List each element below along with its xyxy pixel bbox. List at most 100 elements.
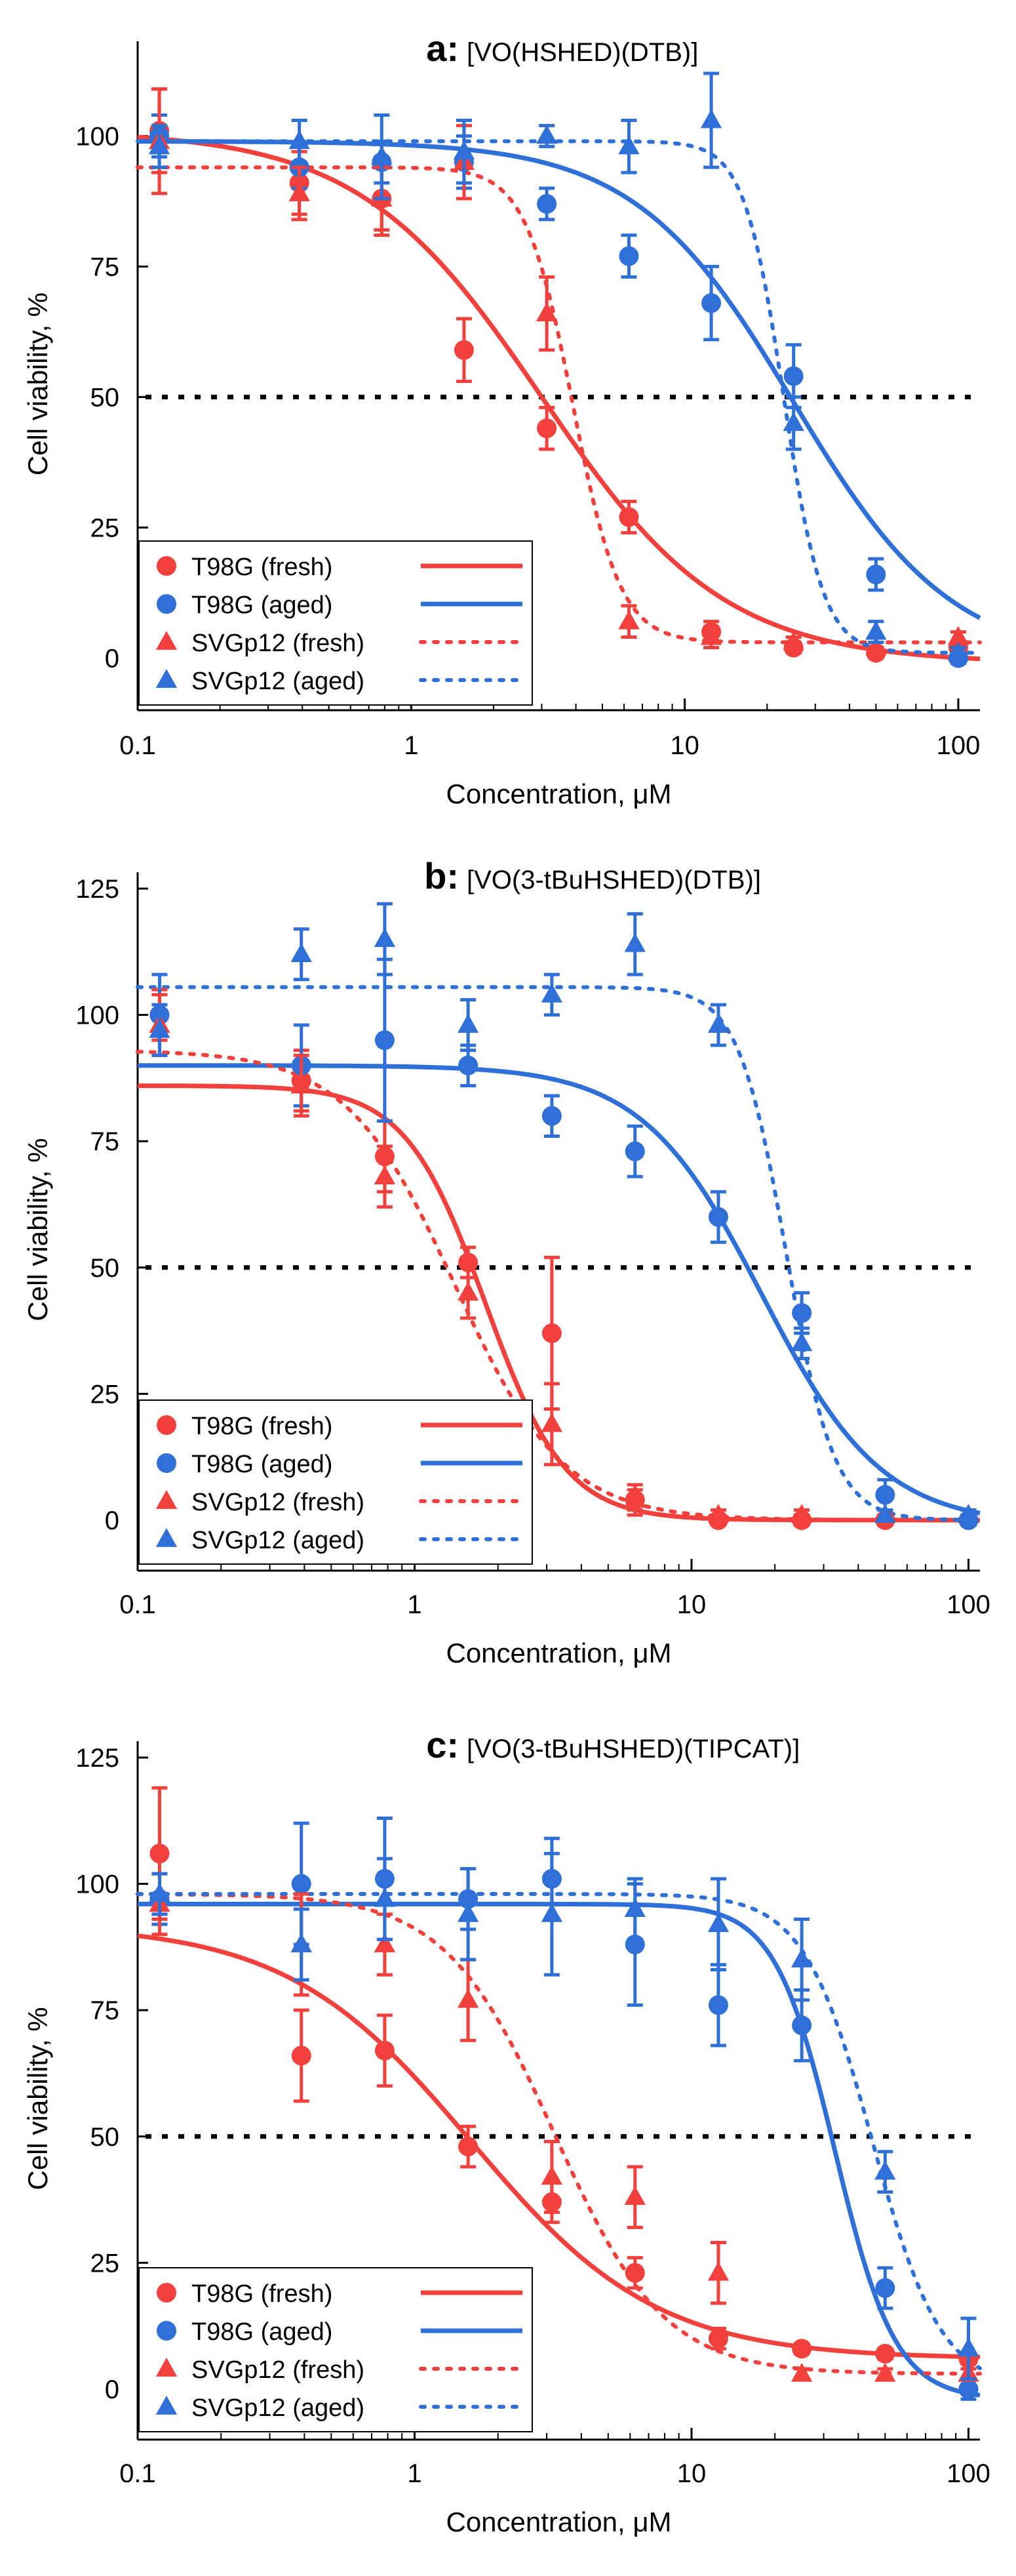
x-tick-label: 100	[937, 731, 981, 760]
legend-marker-circle	[157, 1453, 176, 1473]
data-point-triangle	[536, 125, 558, 144]
data-point-triangle	[536, 302, 558, 321]
fit-curve	[138, 1063, 981, 1516]
data-point-triangle	[453, 140, 475, 160]
y-tick-label: 75	[90, 1996, 120, 2025]
y-tick-label: 100	[75, 1870, 119, 1899]
data-point-triangle	[865, 636, 887, 656]
y-tick-label: 50	[90, 1254, 120, 1283]
fit-curve	[138, 1901, 981, 2398]
data-point-triangle	[700, 109, 722, 129]
tick-layer: 0 25 50 75 100 125 0.1 1 10 100	[75, 872, 990, 1619]
chart-panel-c: c: [VO(3-tBuHSHED)(TIPCAT)] Concentratio…	[22, 1724, 990, 2537]
legend-label: SVGp12 (aged)	[191, 668, 364, 695]
data-point-triangle	[624, 2186, 646, 2205]
data-point-circle	[374, 2040, 395, 2061]
chart-title: [VO(HSHED)(DTB)]	[467, 38, 698, 67]
y-tick-label: 125	[75, 1744, 119, 1773]
data-point-circle	[708, 2328, 728, 2348]
data-point-triangle	[290, 943, 312, 963]
data-point-triangle	[618, 135, 640, 155]
y-tick-label: 50	[90, 2123, 120, 2152]
legend-box	[138, 1399, 533, 1565]
legend-box	[138, 2267, 533, 2432]
legend-marker-triangle	[155, 1528, 178, 1547]
legend-marker-triangle	[155, 669, 178, 688]
data-point-triangle	[457, 1988, 479, 2008]
plot-area	[136, 1786, 982, 2401]
legend-marker-circle	[157, 2283, 176, 2303]
x-tick-label: 10	[677, 2459, 707, 2488]
legend-label: T98G (fresh)	[191, 1413, 332, 1440]
data-point-circle	[458, 2137, 479, 2157]
data-point-triangle	[288, 130, 310, 150]
data-point-triangle	[149, 1018, 170, 1038]
legend-label: SVGp12 (fresh)	[191, 1489, 364, 1516]
data-point-triangle	[624, 933, 646, 952]
data-point-circle	[875, 2278, 895, 2298]
data-point-circle	[708, 1207, 728, 1227]
data-point-triangle	[791, 1504, 813, 1523]
data-point-triangle	[288, 182, 310, 201]
data-point-triangle	[290, 1933, 312, 1952]
data-point-triangle	[541, 983, 563, 1003]
y-axis-label: Cell viability, %	[22, 1138, 53, 1321]
data-point-circle	[625, 2263, 645, 2283]
fit-curve	[136, 139, 982, 655]
data-point-circle	[374, 1030, 395, 1051]
data-point-circle	[458, 1055, 479, 1076]
data-point-triangle	[783, 631, 804, 651]
data-point-circle	[792, 2015, 812, 2036]
data-point-circle	[291, 2045, 311, 2066]
x-tick-label: 1	[404, 731, 418, 760]
data-point-triangle	[290, 1074, 312, 1094]
data-point-circle	[783, 366, 804, 386]
legend-label: T98G (aged)	[191, 1451, 332, 1478]
x-tick-label: 100	[947, 1590, 990, 1619]
y-tick-label: 100	[75, 122, 119, 151]
legend-marker-circle	[157, 2321, 176, 2341]
data-point-triangle	[457, 1281, 479, 1301]
data-point-circle	[875, 1485, 895, 1505]
data-point-triangle	[541, 1413, 563, 1432]
data-point-triangle	[783, 412, 804, 432]
data-point-circle	[619, 246, 639, 266]
legend-label: T98G (aged)	[191, 2318, 332, 2346]
legend: T98G (fresh) T98G (aged) SVGp12 (fresh) SVG…	[138, 1399, 533, 1565]
fit-curve	[136, 985, 982, 1522]
data-point-triangle	[541, 2165, 563, 2185]
chart-title: [VO(3-tBuHSHED)(DTB)]	[467, 866, 761, 895]
legend-marker-circle	[157, 556, 176, 576]
x-tick-label: 10	[677, 1590, 707, 1619]
data-point-circle	[537, 418, 557, 439]
y-tick-label: 125	[75, 875, 119, 904]
x-tick-label: 1	[407, 2459, 421, 2488]
legend-label: SVGp12 (fresh)	[191, 630, 364, 657]
chart-panel-a: a: [VO(HSHED)(DTB)] Concentration, μM Ce…	[22, 28, 982, 809]
legend-marker-triangle	[155, 631, 178, 650]
data-point-triangle	[791, 1948, 813, 1968]
panel-letter: b:	[424, 855, 459, 896]
data-point-circle	[875, 2344, 895, 2364]
legend-label: T98G (fresh)	[191, 553, 332, 581]
legend-marker-triangle	[155, 1490, 178, 1509]
data-point-triangle	[707, 1504, 730, 1523]
y-tick-label: 0	[105, 1506, 119, 1535]
chart-title: [VO(3-tBuHSHED)(TIPCAT)]	[467, 1735, 800, 1763]
x-axis-label: Concentration, μM	[446, 2506, 671, 2537]
legend-label: T98G (aged)	[191, 592, 332, 619]
panel-letter: a:	[426, 28, 459, 69]
x-axis-label: Concentration, μM	[446, 1638, 671, 1668]
data-point-triangle	[947, 626, 969, 645]
data-point-circle	[454, 340, 474, 360]
data-point-triangle	[947, 641, 969, 661]
data-point-circle	[625, 1141, 645, 1161]
y-tick-label: 25	[90, 2249, 120, 2278]
y-tick-label: 0	[105, 644, 119, 673]
legend-label: T98G (fresh)	[191, 2280, 332, 2308]
legend-label: SVGp12 (fresh)	[191, 2356, 364, 2384]
y-tick-label: 50	[90, 383, 120, 412]
data-point-triangle	[874, 1504, 896, 1523]
legend-marker-triangle	[155, 2396, 178, 2415]
data-point-triangle	[865, 620, 887, 640]
